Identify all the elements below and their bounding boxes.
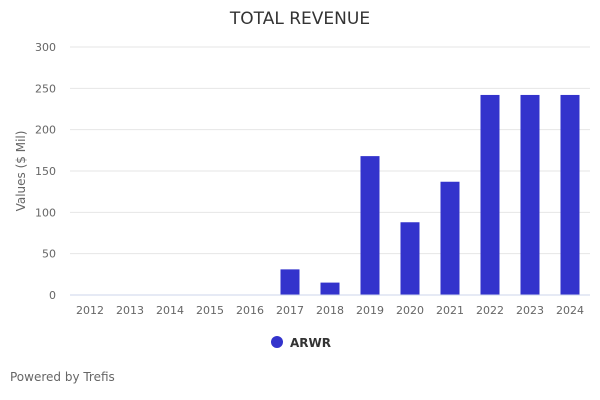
x-tick-label: 2014	[156, 304, 184, 317]
bar-2020[interactable]	[400, 222, 420, 295]
x-tick-label: 2013	[116, 304, 144, 317]
x-axis-ticks: 2012 2013 2014 2015 2016 2017 2018 2019 2020 2021…	[76, 304, 584, 317]
y-tick-label: 300	[35, 41, 56, 54]
bar-2021[interactable]	[440, 181, 460, 295]
bar-2023[interactable]	[520, 94, 540, 296]
bar-2024[interactable]	[560, 94, 580, 296]
bar-2022[interactable]	[480, 94, 500, 296]
legend[interactable]: ARWR	[271, 336, 331, 350]
x-tick-label: 2018	[316, 304, 344, 317]
legend-marker	[271, 336, 283, 348]
powered-by-credit[interactable]: Powered by Trefis	[10, 370, 115, 384]
chart-title: TOTAL REVENUE	[229, 9, 370, 29]
x-tick-label: 2021	[436, 304, 464, 317]
gridlines	[70, 46, 590, 255]
x-tick-label: 2015	[196, 304, 224, 317]
bar-2017[interactable]	[280, 269, 300, 295]
x-tick-label: 2012	[76, 304, 104, 317]
x-tick-label: 2020	[396, 304, 424, 317]
y-tick-label: 200	[35, 124, 56, 137]
bars	[280, 94, 580, 296]
y-tick-label: 0	[49, 289, 56, 302]
y-tick-label: 250	[35, 82, 56, 95]
y-axis-title: Values ($ Mil)	[14, 131, 28, 212]
legend-label: ARWR	[290, 336, 331, 350]
y-tick-label: 150	[35, 165, 56, 178]
x-tick-label: 2019	[356, 304, 384, 317]
x-tick-label: 2024	[556, 304, 584, 317]
y-tick-label: 50	[42, 248, 56, 261]
x-tick-label: 2017	[276, 304, 304, 317]
bar-2019[interactable]	[360, 156, 380, 295]
y-axis-ticks: 0 50 100 150 200 250 300	[35, 41, 56, 302]
x-tick-label: 2016	[236, 304, 264, 317]
y-tick-label: 100	[35, 206, 56, 219]
x-tick-label: 2023	[516, 304, 544, 317]
bar-2018[interactable]	[320, 282, 340, 295]
x-tick-label: 2022	[476, 304, 504, 317]
